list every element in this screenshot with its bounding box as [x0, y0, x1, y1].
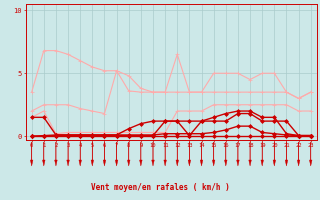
Text: Vent moyen/en rafales ( km/h ): Vent moyen/en rafales ( km/h ) [91, 183, 229, 192]
